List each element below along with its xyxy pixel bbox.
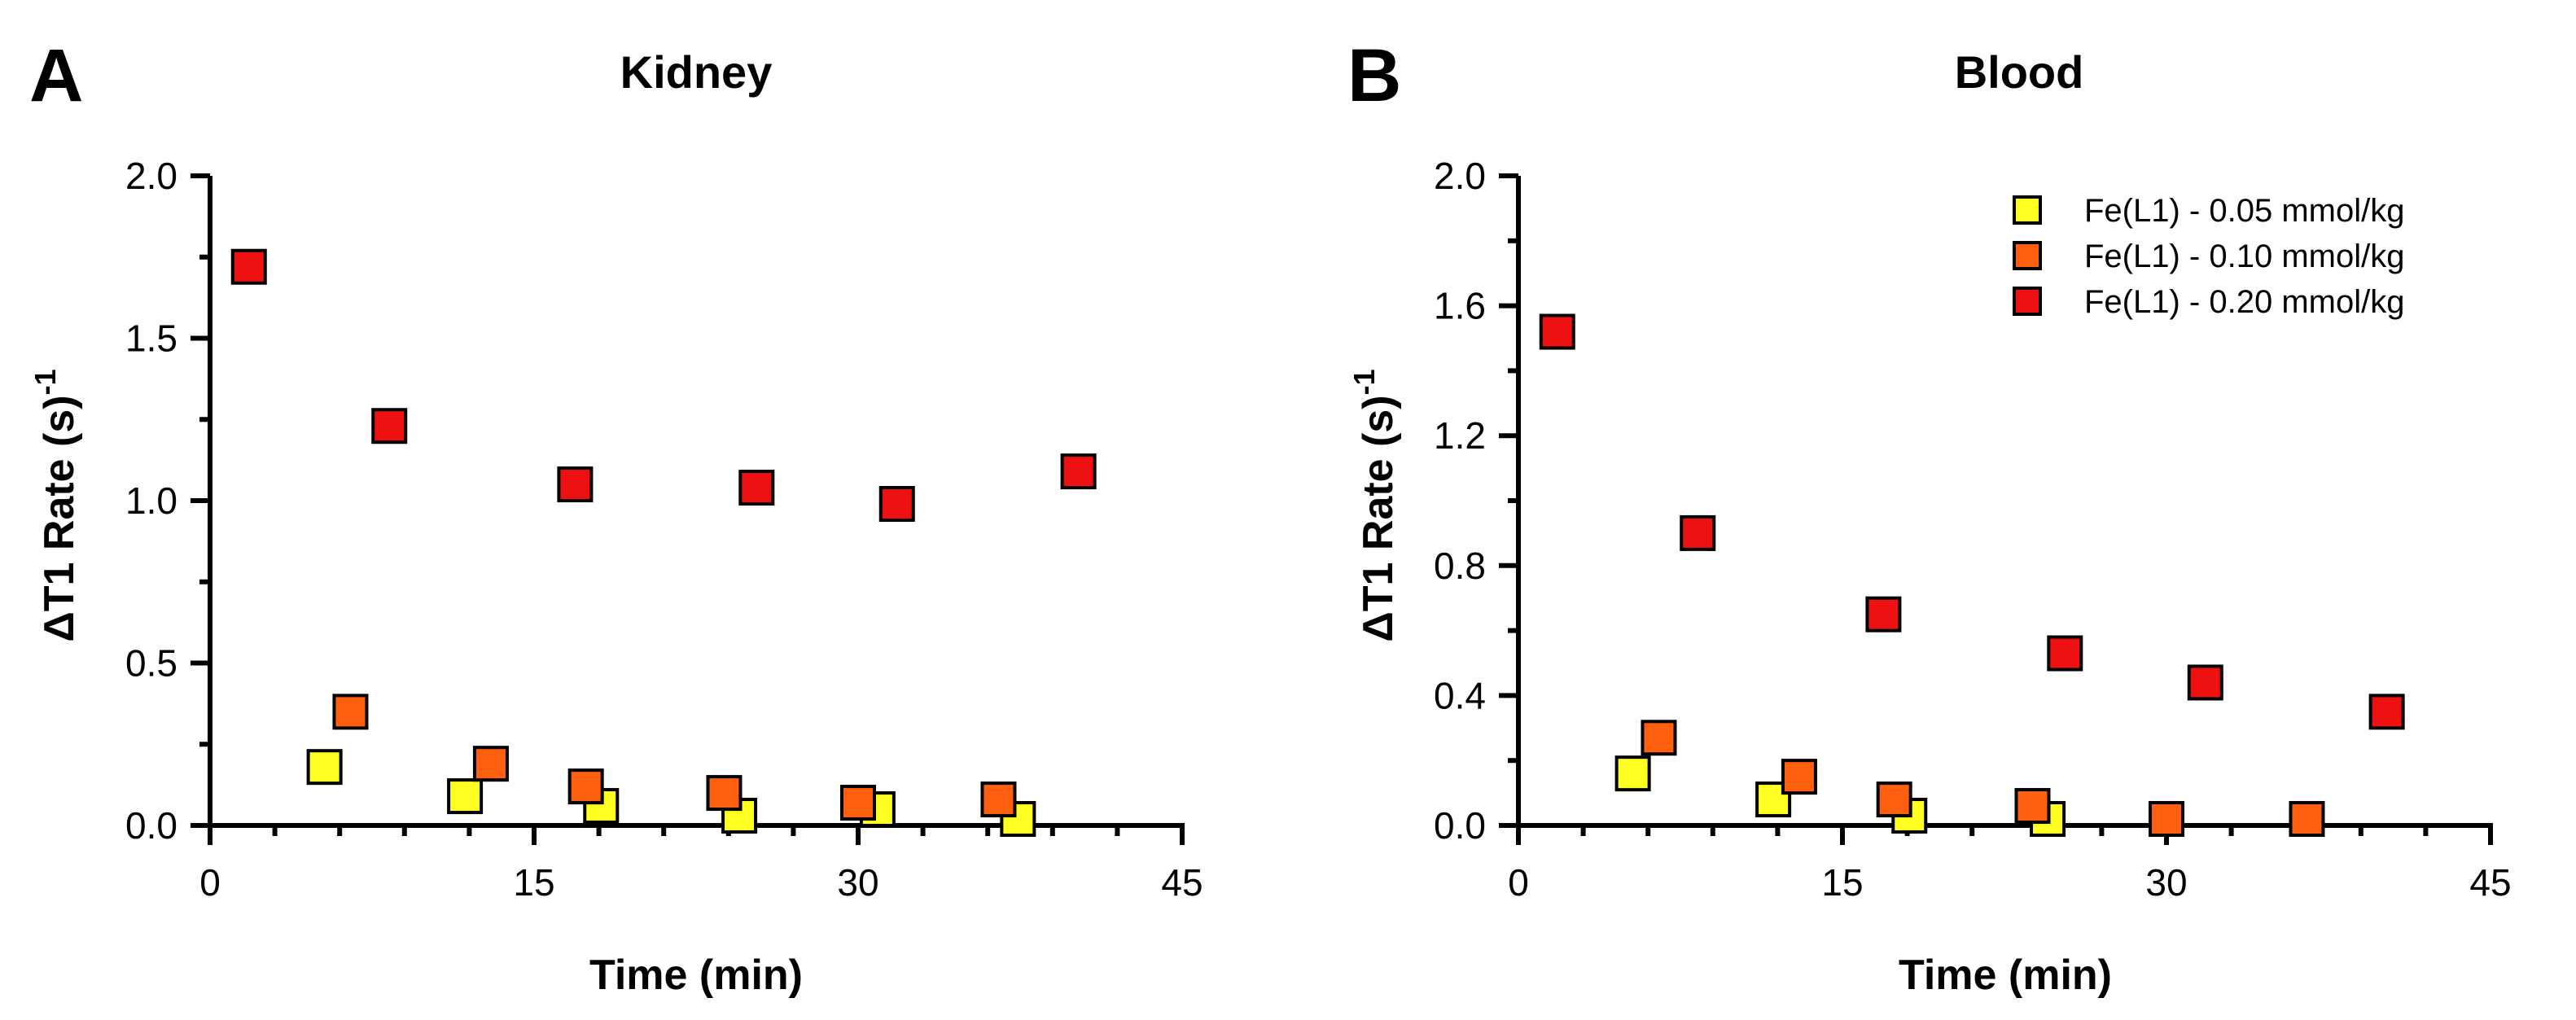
data-point-2 (567, 768, 604, 805)
data-point-3 (1680, 514, 1716, 551)
data-point-3 (1060, 453, 1097, 490)
x-tick-label: 15 (513, 861, 554, 904)
panel-letter-b: B (1347, 34, 1401, 117)
legend-swatch-1 (2013, 195, 2042, 225)
data-point-3 (371, 408, 408, 444)
x-tick-label: 0 (1508, 861, 1529, 904)
data-point-2 (1781, 759, 1817, 795)
data-point-3 (2047, 635, 2083, 672)
y-tick-label: 1.5 (125, 317, 177, 360)
ticks-kidney (191, 173, 1185, 845)
x-tick-label: 45 (1161, 861, 1203, 904)
legend-label-1: Fe(L1) - 0.05 mmol/kg (2084, 193, 2404, 229)
y-axis-label-text-blood: ΔT1 Rate (s) (1355, 395, 1402, 641)
y-tick-label: 0.8 (1434, 545, 1486, 587)
y-axis-label-sup-blood: -1 (1347, 369, 1381, 395)
y-tick-label: 0.4 (1434, 674, 1486, 716)
data-point-3 (557, 466, 594, 503)
data-point-2 (1641, 720, 1677, 756)
data-point-1 (1614, 755, 1651, 792)
x-tick-label: 30 (2145, 861, 2187, 904)
y-tick-label: 0.5 (125, 642, 177, 685)
data-point-1 (1755, 781, 1792, 818)
data-point-3 (1865, 596, 1902, 633)
y-tick-label: 1.2 (1434, 414, 1486, 457)
data-point-3 (738, 470, 775, 506)
data-point-2 (332, 694, 369, 730)
panel-kidney: A Kidney Time (min) ΔT1 Rate (s)-1 0 15 30… (28, 34, 1203, 999)
x-axis-label-blood: Time (min) (1899, 952, 2112, 999)
data-point-2 (706, 775, 743, 812)
x-tick-label: 0 (199, 861, 221, 904)
y-tick-label: 2.0 (1434, 155, 1486, 197)
legend-swatch-3 (2013, 287, 2042, 316)
legend-label-2: Fe(L1) - 0.10 mmol/kg (2084, 239, 2404, 274)
y-tick-label: 0.0 (125, 804, 177, 847)
tick-labels-blood: 0 15 30 45 0.0 0.4 0.8 1.2 1.6 2.0 (1434, 155, 2512, 904)
x-axis-label-kidney: Time (min) (589, 952, 803, 999)
data-point-2 (472, 746, 509, 782)
data-point-3 (2368, 694, 2405, 730)
y-tick-label: 2.0 (125, 155, 177, 197)
x-tick-label: 45 (2469, 861, 2511, 904)
y-axis-label-sup-kidney: -1 (28, 369, 62, 395)
x-tick-label: 15 (1821, 861, 1863, 904)
y-axis-label-text-kidney: ΔT1 Rate (s) (36, 395, 83, 641)
y-axis-label-blood: ΔT1 Rate (s)-1 (1347, 369, 1402, 641)
tick-labels-kidney: 0 15 30 45 0.0 0.5 1.0 1.5 2.0 (125, 155, 1203, 904)
data-point-2 (2149, 801, 2184, 838)
chart-title-kidney: Kidney (620, 46, 773, 98)
data-point-2 (840, 785, 876, 821)
y-tick-label: 0.0 (1434, 804, 1486, 847)
marks-blood (1539, 313, 2405, 838)
y-axis-label-kidney: ΔT1 Rate (s)-1 (28, 369, 83, 641)
y-tick-label: 1.0 (125, 479, 177, 522)
legend-blood: Fe(L1) - 0.05 mmol/kg Fe(L1) - 0.10 mmol/… (2013, 193, 2404, 320)
data-point-2 (2289, 801, 2325, 838)
marks-kidney (230, 248, 1097, 838)
legend-label-3: Fe(L1) - 0.20 mmol/kg (2084, 284, 2404, 320)
panel-blood: B Blood Time (min) ΔT1 Rate (s)-1 0 15 30 4… (1347, 34, 2512, 999)
data-point-2 (2014, 788, 2051, 825)
data-point-3 (230, 248, 267, 285)
ticks-blood (1499, 173, 2493, 845)
data-point-1 (306, 749, 343, 786)
y-tick-label: 1.6 (1434, 285, 1486, 327)
data-point-1 (447, 778, 484, 815)
data-point-3 (1539, 313, 1575, 350)
data-point-3 (2187, 664, 2223, 701)
data-point-2 (980, 781, 1017, 818)
legend-swatch-2 (2013, 241, 2042, 270)
data-point-2 (1876, 781, 1912, 818)
data-point-3 (878, 485, 915, 522)
panel-letter-a: A (29, 34, 83, 117)
chart-title-blood: Blood (1955, 46, 2084, 98)
x-tick-label: 30 (837, 861, 878, 904)
